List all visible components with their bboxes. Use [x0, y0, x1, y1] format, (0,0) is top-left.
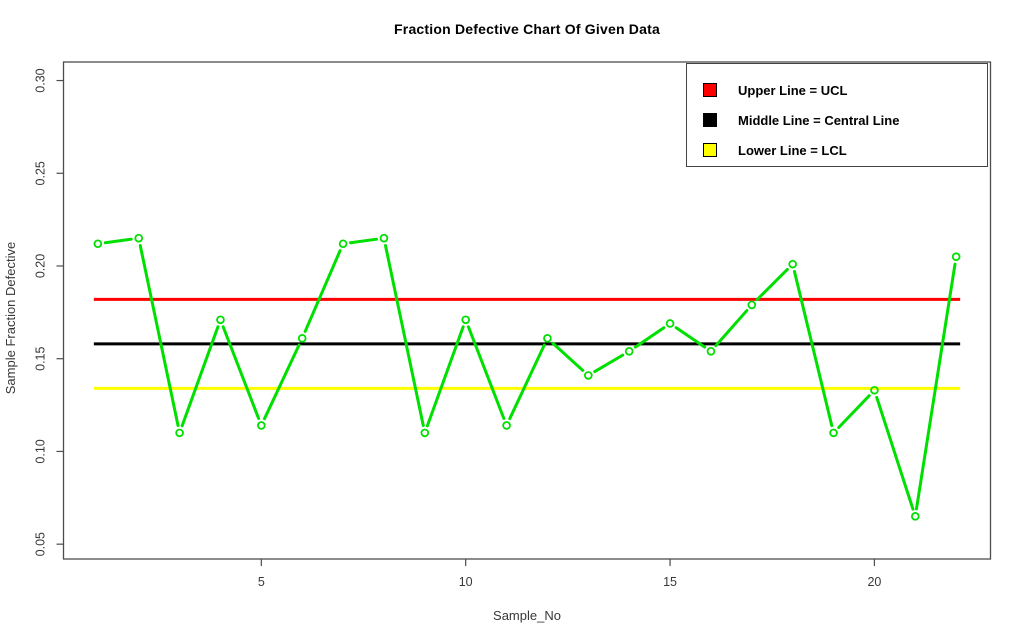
- data-segment: [138, 244, 180, 428]
- y-tick-label: 0.25: [34, 161, 48, 185]
- data-segment: [103, 237, 133, 245]
- data-point: [665, 319, 675, 328]
- y-tick-label: 0.20: [34, 254, 48, 278]
- legend-swatch-icon: [703, 113, 717, 127]
- legend-swatch-icon: [703, 143, 717, 157]
- data-point: [951, 252, 961, 262]
- data-segment: [425, 325, 465, 428]
- data-segment: [875, 395, 915, 511]
- chart-title: Fraction Defective Chart Of Given Data: [394, 21, 660, 37]
- data-point: [420, 428, 430, 438]
- data-segment: [914, 262, 957, 511]
- legend: Upper Line = UCL Middle Line = Central Li…: [686, 63, 988, 167]
- data-point: [788, 259, 797, 269]
- data-segment: [755, 267, 789, 302]
- data-point: [297, 334, 307, 343]
- data-segment: [837, 394, 871, 429]
- x-tick-label: 20: [867, 575, 881, 589]
- x-axis-label: Sample_No: [493, 608, 561, 623]
- data-segment: [508, 343, 546, 421]
- data-segment: [303, 249, 342, 333]
- data-point: [502, 421, 511, 430]
- x-tick-label: 15: [663, 575, 677, 589]
- y-tick-label: 0.15: [34, 347, 48, 371]
- data-segment: [349, 237, 379, 245]
- data-point: [747, 300, 757, 310]
- data-segment: [180, 325, 220, 428]
- data-point: [543, 334, 552, 343]
- data-segment: [593, 353, 625, 374]
- data-segment: [633, 326, 666, 349]
- legend-item: Lower Line = LCL: [687, 135, 987, 165]
- data-point: [175, 428, 184, 438]
- y-tick-label: 0.05: [34, 532, 48, 556]
- data-point: [829, 428, 838, 438]
- data-point: [379, 233, 389, 243]
- data-point: [216, 315, 225, 325]
- legend-label: Lower Line = LCL: [738, 142, 847, 158]
- x-tick-label: 5: [258, 575, 265, 589]
- data-segment: [466, 325, 506, 420]
- legend-swatch-icon: [703, 83, 717, 97]
- data-point: [338, 239, 348, 249]
- data-point: [910, 512, 920, 521]
- data-segment: [221, 325, 261, 420]
- data-segment: [383, 244, 425, 428]
- data-point: [257, 421, 266, 430]
- data-segment: [792, 269, 834, 428]
- legend-label: Middle Line = Central Line: [738, 112, 900, 128]
- y-axis-label: Sample Fraction Defective: [3, 241, 18, 395]
- data-point: [706, 346, 716, 356]
- data-point: [870, 385, 879, 395]
- legend-item: Upper Line = UCL: [687, 75, 987, 105]
- data-point: [584, 371, 593, 380]
- legend-label: Upper Line = UCL: [738, 82, 848, 98]
- data-point: [134, 233, 144, 243]
- data-point: [93, 239, 103, 249]
- data-point: [624, 346, 634, 356]
- data-segment: [714, 309, 749, 348]
- data-point: [461, 315, 470, 325]
- y-tick-label: 0.10: [34, 439, 48, 463]
- legend-item: Middle Line = Central Line: [687, 105, 987, 135]
- x-tick-label: 10: [459, 575, 473, 589]
- data-segment: [263, 343, 301, 421]
- data-segment: [551, 341, 585, 372]
- data-segment: [674, 326, 707, 349]
- y-tick-label: 0.30: [34, 68, 48, 92]
